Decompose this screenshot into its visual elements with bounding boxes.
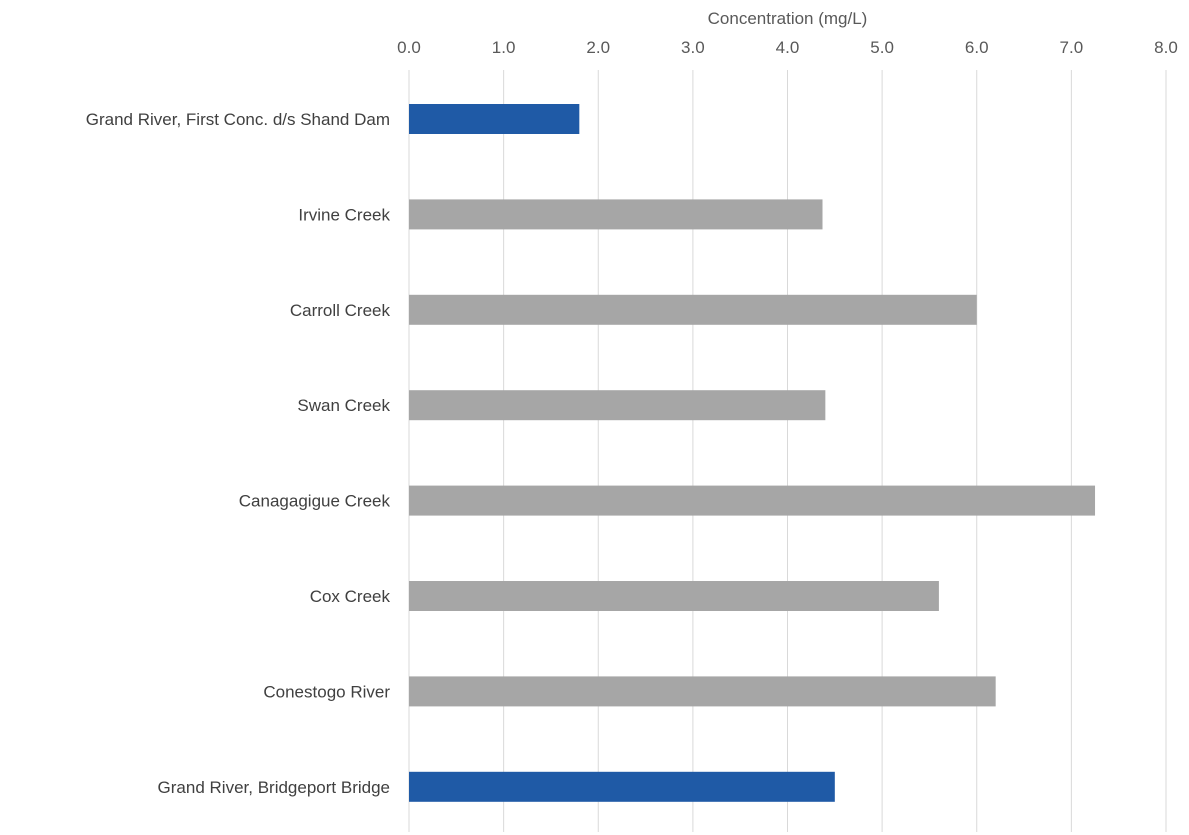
x-tick-label: 1.0 — [492, 38, 516, 57]
x-tick-label: 3.0 — [681, 38, 705, 57]
bar — [409, 771, 835, 802]
x-tick-label: 8.0 — [1154, 38, 1178, 57]
category-label: Grand River, First Conc. d/s Shand Dam — [86, 110, 390, 129]
bar — [409, 676, 996, 707]
category-label: Grand River, Bridgeport Bridge — [158, 778, 390, 797]
x-axis-ticks: 0.0 1.0 2.0 3.0 4.0 5.0 6.0 7.0 8.0 — [397, 38, 1178, 57]
x-tick-label: 7.0 — [1060, 38, 1084, 57]
x-tick-label: 0.0 — [397, 38, 421, 57]
category-label: Conestogo River — [263, 682, 390, 701]
gridlines — [408, 70, 1167, 832]
x-tick-label: 2.0 — [586, 38, 610, 57]
bars — [409, 104, 1096, 802]
x-tick-label: 4.0 — [776, 38, 800, 57]
bar — [409, 390, 826, 421]
x-axis-title: Concentration (mg/L) — [708, 9, 868, 28]
category-labels: Grand River, First Conc. d/s Shand Dam Ir… — [86, 110, 391, 797]
bar — [409, 104, 580, 134]
bar — [409, 581, 939, 611]
bar — [409, 485, 1096, 516]
category-label: Irvine Creek — [298, 205, 390, 224]
bar — [409, 294, 977, 325]
x-tick-label: 5.0 — [870, 38, 894, 57]
category-label: Swan Creek — [297, 396, 390, 415]
bar — [409, 199, 823, 230]
x-tick-label: 6.0 — [965, 38, 989, 57]
category-label: Canagagigue Creek — [239, 492, 391, 511]
category-label: Carroll Creek — [290, 301, 391, 320]
category-label: Cox Creek — [310, 587, 391, 606]
